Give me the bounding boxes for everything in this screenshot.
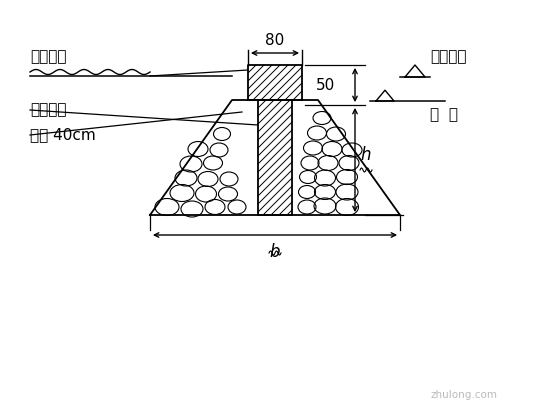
- Text: 50: 50: [316, 78, 335, 92]
- Text: 草包叠排: 草包叠排: [30, 50, 67, 65]
- Text: 宽度 40cm: 宽度 40cm: [30, 128, 96, 142]
- Text: 80: 80: [265, 33, 284, 48]
- Text: zhulong.com: zhulong.com: [430, 390, 497, 400]
- Text: b: b: [270, 243, 280, 261]
- Text: 防渗心墙: 防渗心墙: [30, 102, 67, 118]
- Text: 围堰顶高: 围堰顶高: [430, 50, 466, 65]
- Text: 水  位: 水 位: [430, 108, 458, 123]
- Text: h: h: [360, 146, 371, 164]
